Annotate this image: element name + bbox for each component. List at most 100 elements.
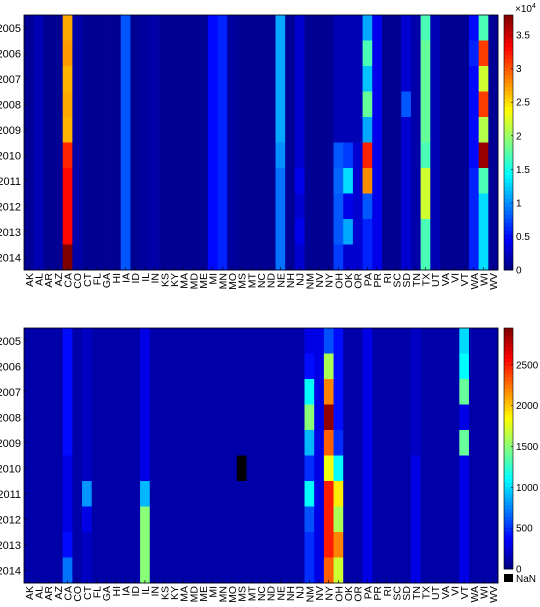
- heatmap-cell: [333, 481, 344, 507]
- heatmap-cell: [227, 353, 238, 380]
- heatmap-cell: [333, 455, 344, 482]
- heatmap-cell: [323, 91, 334, 118]
- heatmap-cell: [265, 379, 276, 405]
- x-tick-label: ND: [266, 273, 278, 289]
- colorbar-segment: [504, 30, 513, 36]
- heatmap-cell: [33, 15, 44, 41]
- heatmap-cell: [275, 328, 286, 354]
- colorbar-segment: [504, 448, 513, 453]
- heatmap-cell: [207, 66, 218, 92]
- heatmap-cell: [24, 40, 35, 67]
- heatmap-cell: [362, 455, 373, 482]
- heatmap-cell: [294, 40, 305, 67]
- heatmap-cell: [323, 430, 334, 456]
- heatmap-cell: [410, 15, 422, 41]
- heatmap-cell: [207, 244, 218, 271]
- heatmap-cell: [120, 532, 131, 558]
- heatmap-cell: [275, 430, 286, 456]
- heatmap-cell: [227, 532, 238, 558]
- heatmap-cell: [381, 15, 392, 41]
- heatmap-cell: [33, 557, 44, 584]
- heatmap-cell: [159, 532, 170, 558]
- heatmap-cell: [391, 142, 402, 169]
- heatmap-cell: [246, 379, 257, 405]
- heatmap-cell: [62, 532, 73, 558]
- heatmap-cell: [265, 455, 276, 482]
- heatmap-cell: [294, 219, 305, 245]
- heatmap-cell: [265, 66, 276, 92]
- heatmap-cell: [323, 66, 334, 92]
- heatmap-cell: [459, 455, 470, 482]
- heatmap-cell: [265, 404, 276, 431]
- heatmap-cell: [285, 328, 296, 354]
- heatmap-cell: [294, 117, 305, 143]
- colorbar-segment: [504, 70, 513, 76]
- heatmap-cell: [236, 193, 247, 220]
- heatmap-cell: [53, 142, 64, 169]
- heatmap-cell: [178, 481, 189, 507]
- heatmap-cell: [91, 404, 102, 431]
- heatmap-cell: [178, 379, 189, 405]
- colorbar-segment: [504, 343, 513, 348]
- x-tick-label: VA: [440, 273, 452, 286]
- heatmap-cell: [459, 430, 470, 456]
- y-tick-label: 2009: [0, 438, 21, 450]
- heatmap-cell: [362, 219, 373, 245]
- heatmap-cell: [459, 168, 470, 194]
- heatmap-cell: [62, 168, 73, 194]
- heatmap-cell: [401, 353, 412, 380]
- colorbar-segment: [504, 429, 513, 434]
- heatmap-cell: [24, 481, 35, 507]
- heatmap-cell: [111, 404, 122, 431]
- colorbar-segment: [504, 418, 513, 423]
- heatmap-cell: [439, 142, 451, 169]
- heatmap-cell: [82, 532, 93, 558]
- heatmap-cell: [207, 506, 218, 533]
- heatmap-cell: [488, 66, 499, 92]
- heatmap-cell: [159, 353, 170, 380]
- x-tick-label: WA: [469, 273, 481, 290]
- heatmap-cell: [275, 193, 286, 220]
- heatmap-cell: [120, 506, 131, 533]
- heatmap-cell: [82, 353, 93, 380]
- heatmap-cell: [198, 404, 209, 431]
- heatmap-cell: [207, 91, 218, 118]
- heatmap-cell: [178, 404, 189, 431]
- heatmap-cell: [478, 557, 489, 584]
- colorbar-segment: [504, 497, 513, 502]
- colorbar-segment: [504, 126, 513, 131]
- heatmap-cell: [120, 557, 131, 584]
- heatmap-cell: [149, 91, 160, 118]
- heatmap-cell: [449, 353, 460, 380]
- colorbar-segment: [504, 110, 513, 116]
- heatmap-cell: [227, 244, 238, 271]
- heatmap-cell: [459, 193, 470, 220]
- heatmap-cell: [275, 481, 286, 507]
- heatmap-cell: [478, 532, 489, 558]
- heatmap-cell: [130, 455, 141, 482]
- heatmap-cell: [285, 91, 296, 118]
- heatmap-cell: [91, 193, 102, 220]
- heatmap-cell: [178, 168, 189, 194]
- heatmap-cell: [33, 379, 44, 405]
- heatmap-cell: [217, 557, 228, 584]
- heatmap-cell: [169, 219, 180, 245]
- heatmap-cell: [314, 168, 325, 194]
- heatmap-cell: [333, 168, 344, 194]
- heatmap-cell: [217, 40, 228, 67]
- colorbar-segment: [504, 162, 513, 167]
- x-tick-label: MT: [246, 272, 258, 288]
- heatmap-cell: [478, 244, 489, 271]
- heatmap-cell: [62, 404, 73, 431]
- heatmap-cell: [410, 404, 422, 431]
- heatmap-cell: [420, 168, 431, 194]
- heatmap-cell: [314, 15, 325, 41]
- heatmap-cell: [294, 66, 305, 92]
- heatmap-cell: [72, 168, 83, 194]
- heatmap-cell: [236, 15, 247, 41]
- x-tick-label: FL: [92, 273, 104, 285]
- heatmap-cell: [140, 91, 151, 118]
- heatmap-cell: [333, 15, 344, 41]
- heatmap-cell: [140, 142, 151, 169]
